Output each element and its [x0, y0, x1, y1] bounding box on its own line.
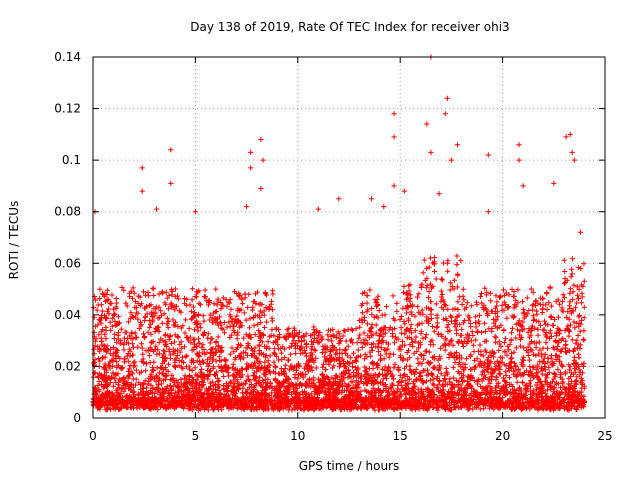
y-tick-label: 0 — [73, 411, 81, 425]
y-tick-label: 0.1 — [62, 153, 81, 167]
x-axis-label: GPS time / hours — [299, 459, 400, 473]
x-tick-label: 10 — [290, 429, 305, 443]
y-tick-label: 0.14 — [54, 50, 81, 64]
data-points-layer — [90, 54, 587, 413]
chart-title: Day 138 of 2019, Rate Of TEC Index for r… — [190, 20, 509, 34]
y-tick-label: 0.04 — [54, 308, 81, 322]
y-tick-label: 0.06 — [54, 256, 81, 270]
y-tick-label: 0.02 — [54, 359, 81, 373]
x-tick-label: 5 — [192, 429, 200, 443]
y-tick-label: 0.08 — [54, 205, 81, 219]
x-tick-label: 20 — [495, 429, 510, 443]
x-tick-label: 0 — [89, 429, 97, 443]
plot-frame — [92, 56, 606, 419]
y-tick-label: 0.12 — [54, 102, 81, 116]
x-tick-label: 15 — [393, 429, 408, 443]
roti-data-points — [90, 54, 587, 413]
grid-layer — [93, 57, 605, 418]
axis-ticks-layer: 0 0.02 0.04 0.06 0.08 0.1 0.12 0.14 0 5 10 15 20 25 — [54, 50, 612, 443]
x-tick-label: 25 — [597, 429, 612, 443]
y-axis-label: ROTI / TECUs — [7, 201, 21, 280]
